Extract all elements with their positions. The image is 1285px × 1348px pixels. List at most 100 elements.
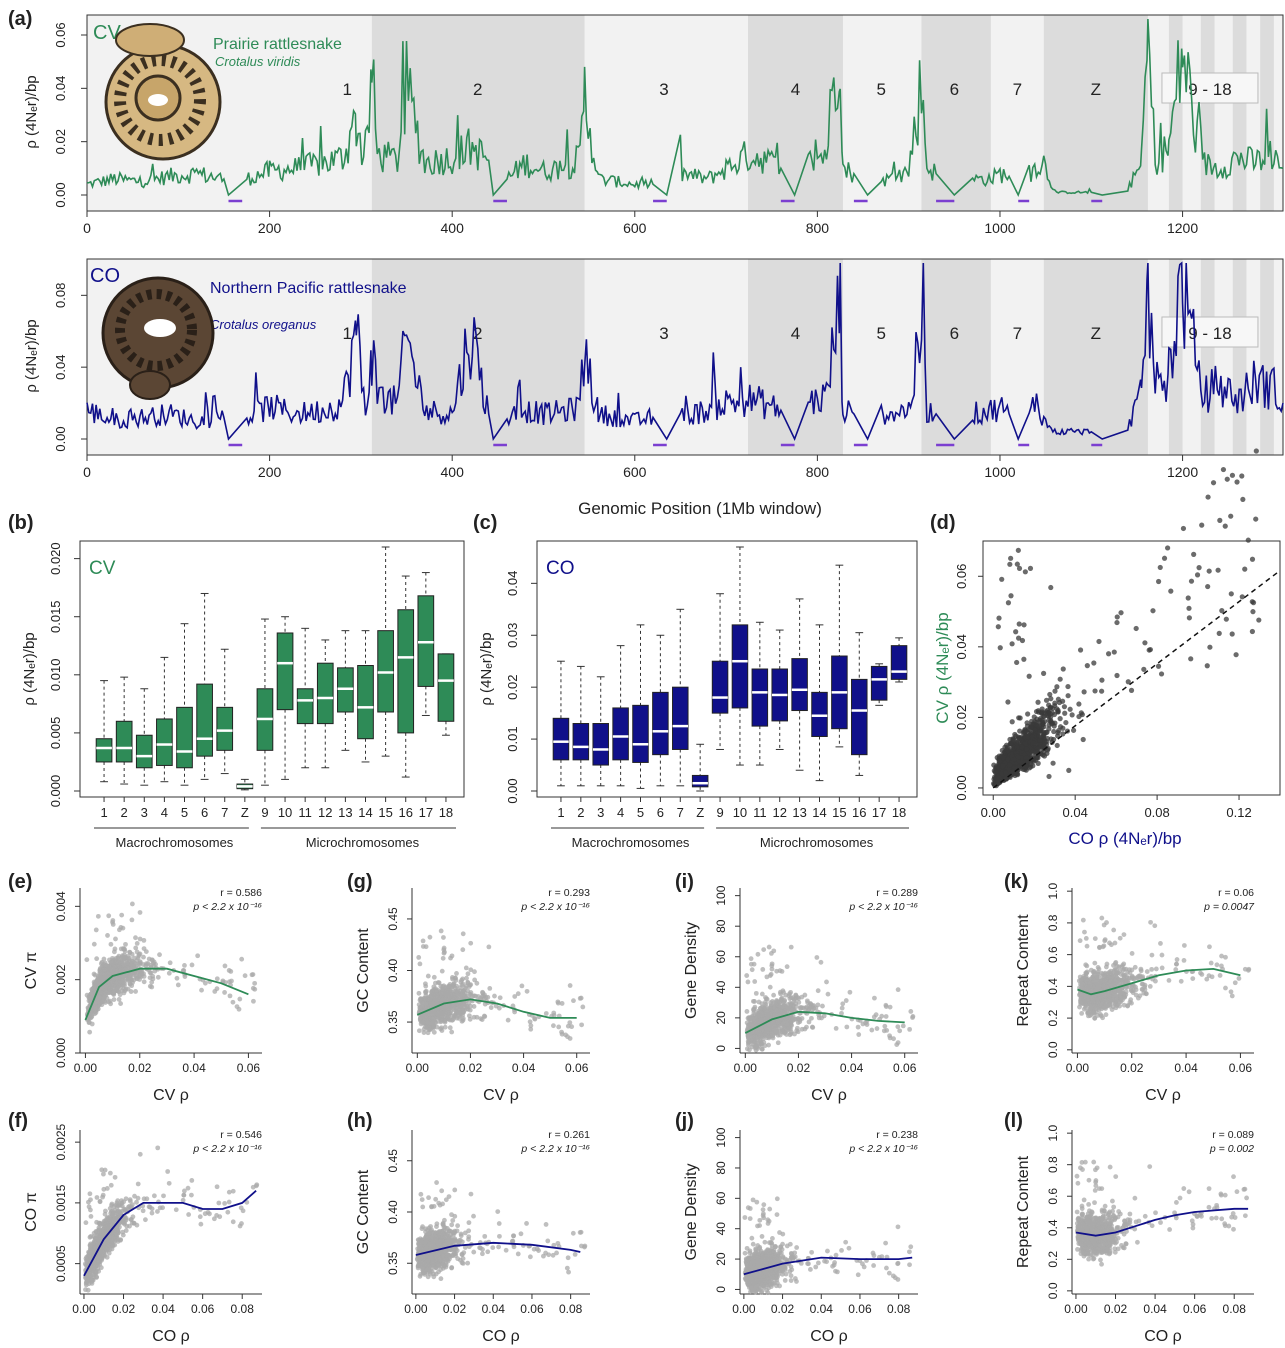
data-point (1165, 545, 1171, 551)
y-tick-label: 0.04 (53, 76, 68, 101)
data-point (149, 984, 155, 990)
category-label: 5 (181, 805, 188, 820)
data-point (472, 969, 477, 975)
chromosome-band (921, 259, 991, 455)
category-label: 4 (161, 805, 168, 820)
coiled-snake-icon (104, 23, 222, 161)
chromosome-label: 3 (659, 80, 668, 99)
data-point (1249, 628, 1255, 635)
y-tick-label: 0.06 (954, 564, 969, 589)
data-point (1014, 659, 1020, 666)
data-point (141, 979, 147, 985)
data-point (237, 1223, 243, 1229)
data-point (996, 758, 1002, 764)
data-point (1014, 744, 1020, 751)
data-point (1014, 561, 1020, 567)
data-point (1005, 699, 1011, 705)
data-point (1030, 740, 1036, 746)
data-point (1219, 608, 1225, 614)
data-point (180, 1197, 186, 1203)
data-point (249, 972, 255, 978)
data-point (1012, 731, 1018, 738)
x-tick-label: 800 (806, 220, 830, 236)
box (870, 665, 888, 701)
data-point (140, 1208, 146, 1214)
data-point (1150, 608, 1156, 614)
data-point (99, 1229, 105, 1234)
data-point (994, 777, 1001, 783)
species-common-name: Prairie rattlesnake (213, 36, 342, 53)
data-point (110, 990, 116, 996)
box (612, 707, 629, 761)
data-point (455, 1256, 461, 1262)
data-point (454, 970, 459, 976)
data-point (1062, 710, 1068, 716)
data-point (127, 950, 133, 955)
data-point (1019, 637, 1026, 644)
chromosome-band (747, 259, 843, 455)
x-axis-label: CV ρ (483, 1087, 519, 1104)
data-point (486, 944, 492, 950)
data-point (1118, 610, 1124, 616)
data-point (1048, 696, 1054, 702)
data-point (444, 1003, 450, 1009)
box (115, 720, 133, 763)
data-point (107, 1170, 113, 1176)
data-point (555, 1000, 561, 1006)
data-point (441, 935, 446, 940)
data-point (1249, 599, 1255, 605)
panel-tag: (c) (473, 512, 497, 534)
data-point (1065, 693, 1071, 699)
data-point (465, 971, 471, 977)
data-point (1007, 561, 1013, 567)
data-point (1229, 631, 1235, 637)
data-point (461, 987, 467, 993)
micro-band (1168, 259, 1183, 455)
data-point (450, 976, 455, 982)
data-point (432, 996, 438, 1002)
data-point (569, 1024, 575, 1030)
label-box (1161, 316, 1259, 348)
box (216, 706, 234, 751)
data-point (427, 934, 433, 940)
category-label: 1 (557, 805, 564, 820)
data-point (1057, 716, 1063, 722)
box (751, 668, 769, 727)
species-code: CV (93, 22, 121, 44)
data-point (474, 1014, 480, 1020)
data-point (239, 956, 245, 962)
x-tick-label: 200 (258, 464, 282, 480)
data-point (1016, 621, 1022, 627)
data-point (141, 937, 147, 943)
category-label: 7 (677, 805, 684, 820)
x-tick-label: 0.06 (565, 1061, 589, 1075)
data-point (459, 1008, 465, 1014)
data-point (431, 984, 437, 990)
data-point (1222, 523, 1228, 529)
correlation-r: r = 0.586 (220, 887, 262, 899)
data-point (1069, 712, 1075, 718)
data-point (230, 1188, 236, 1194)
box (572, 723, 590, 761)
data-point (109, 1212, 115, 1218)
data-point (1099, 688, 1105, 694)
data-point (1080, 736, 1086, 743)
data-point (543, 1011, 549, 1016)
box (791, 658, 808, 712)
data-point (1023, 728, 1029, 734)
data-point (1005, 600, 1012, 606)
data-point (545, 1238, 551, 1244)
data-point (577, 995, 583, 1001)
data-point (536, 1248, 541, 1253)
box (672, 686, 689, 750)
data-point (250, 985, 256, 991)
data-point (97, 1199, 103, 1205)
data-point (135, 1181, 141, 1187)
data-point (1185, 595, 1191, 601)
data-point (467, 1016, 473, 1022)
data-point (1016, 715, 1022, 721)
recombination-line (86, 261, 1284, 442)
data-point (240, 1208, 246, 1214)
data-point (449, 953, 455, 959)
